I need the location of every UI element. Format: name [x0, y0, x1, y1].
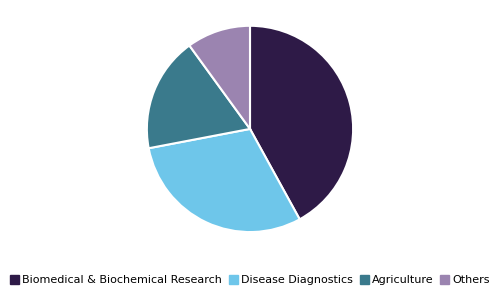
Wedge shape — [147, 45, 250, 148]
Legend: Biomedical & Biochemical Research, Disease Diagnostics, Agriculture, Others: Biomedical & Biochemical Research, Disea… — [8, 273, 492, 287]
Wedge shape — [148, 129, 300, 232]
Wedge shape — [250, 26, 353, 219]
Wedge shape — [190, 26, 250, 129]
